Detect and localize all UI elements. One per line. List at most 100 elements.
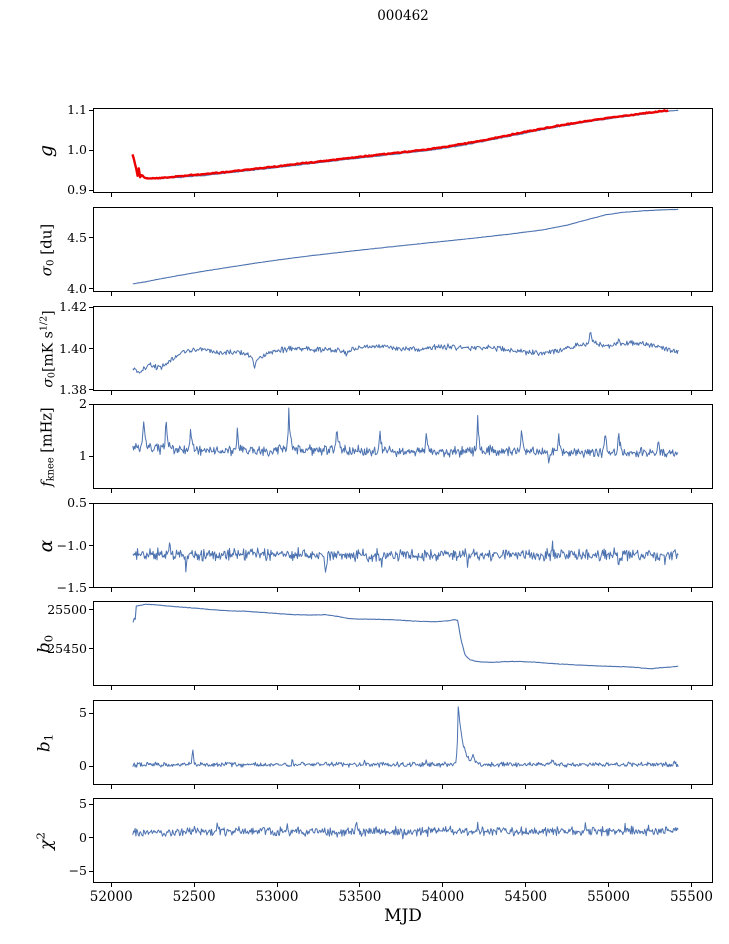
x-tick [690, 292, 692, 296]
y-tick-label: 4.5 [67, 229, 87, 245]
x-tick [608, 193, 610, 197]
x-tick [690, 588, 692, 592]
y-tick-label: 5 [79, 796, 87, 812]
plot-area-fknee [93, 404, 713, 489]
y-axis-label-part: [mK s [40, 330, 57, 372]
x-tick [442, 785, 444, 789]
y-tick-label: 0 [79, 758, 87, 774]
y-tick-label: 1.40 [59, 340, 87, 356]
axes-spines [93, 601, 713, 686]
y-tick [89, 288, 93, 290]
y-tick [89, 837, 93, 839]
y-tick-label: 2 [79, 396, 87, 412]
series-alpha [132, 540, 679, 573]
series-b1 [132, 706, 679, 768]
x-tick [276, 686, 278, 690]
y-tick-label: 1.1 [67, 102, 87, 117]
x-tick [110, 883, 112, 887]
plot-area-b1 [93, 700, 713, 785]
x-tick [442, 391, 444, 395]
y-tick [89, 648, 93, 650]
y-axis-label-part: 0 [46, 371, 58, 378]
x-tick [276, 883, 278, 887]
series-sigma0-du [132, 208, 679, 285]
x-tick-label: 55000 [587, 889, 631, 905]
x-tick [193, 686, 195, 690]
x-tick [442, 588, 444, 592]
series-fknee [132, 407, 679, 464]
y-tick-label: 25500 [47, 601, 87, 617]
x-tick [193, 489, 195, 493]
x-tick [276, 489, 278, 493]
x-tick [690, 686, 692, 690]
y-tick-label: 0.5 [67, 495, 87, 511]
x-tick [442, 883, 444, 887]
y-tick [89, 803, 93, 805]
y-tick-label: −1.5 [56, 579, 87, 595]
x-tick [608, 588, 610, 592]
x-tick [525, 292, 527, 296]
x-tick-label: 53500 [338, 889, 382, 905]
x-tick [608, 292, 610, 296]
x-tick [359, 686, 361, 690]
x-tick [608, 785, 610, 789]
x-tick [525, 686, 527, 690]
axes-spines [93, 404, 713, 489]
series-b0 [132, 603, 679, 670]
x-tick [690, 193, 692, 197]
x-tick [193, 883, 195, 887]
y-axis-label-part: α [35, 539, 57, 552]
axes-spines [93, 306, 713, 391]
y-tick-label: −5 [68, 863, 87, 879]
x-tick [525, 883, 527, 887]
y-tick [89, 306, 93, 308]
x-tick [690, 391, 692, 395]
y-axis-label-part: b [34, 641, 55, 653]
x-tick [110, 489, 112, 493]
y-tick-label: 25450 [47, 640, 87, 656]
x-tick-label: 54000 [421, 889, 465, 905]
y-axis-label-part: b [34, 740, 55, 752]
y-axis-label-part: 1/2 [38, 315, 50, 331]
x-tick [608, 391, 610, 395]
series-chi2 [132, 821, 679, 840]
y-tick-label: 1.0 [67, 142, 87, 157]
y-axis-label-part: [mHz] [39, 406, 56, 457]
axes-spines [93, 503, 713, 588]
x-tick [359, 588, 361, 592]
panel-sigma0-mk [93, 306, 713, 391]
plot-area-sigma0-du [93, 207, 713, 292]
panel-b0 [93, 601, 713, 686]
x-tick [110, 785, 112, 789]
x-tick [690, 489, 692, 493]
plot-area-alpha [93, 503, 713, 588]
y-tick [89, 389, 93, 391]
y-axis-label-part: knee [45, 456, 57, 481]
y-axis-label-part: 2 [33, 831, 48, 840]
x-tick [110, 391, 112, 395]
y-axis-label-part: ] [40, 309, 57, 316]
x-tick [608, 883, 610, 887]
x-tick [525, 489, 527, 493]
x-tick [110, 588, 112, 592]
y-tick [89, 765, 93, 767]
x-tick [359, 193, 361, 197]
axes-spines [93, 700, 713, 785]
x-tick [525, 391, 527, 395]
series-sigma0-mk [132, 331, 679, 374]
y-axis-label-sigma0-mk: σ0[mK s1/2] [39, 310, 58, 387]
x-tick [359, 489, 361, 493]
y-axis-label-alpha: α [35, 539, 57, 552]
y-tick-label: 0.9 [67, 182, 87, 197]
axes-spines [93, 798, 713, 883]
axes-spines [93, 108, 713, 193]
y-tick [89, 237, 93, 239]
x-tick [608, 686, 610, 690]
panel-g [93, 108, 713, 193]
x-tick [193, 292, 195, 296]
panel-alpha [93, 503, 713, 588]
y-axis-label-part: σ [37, 265, 56, 276]
y-tick [89, 712, 93, 714]
x-tick [359, 785, 361, 789]
y-tick [89, 149, 93, 151]
